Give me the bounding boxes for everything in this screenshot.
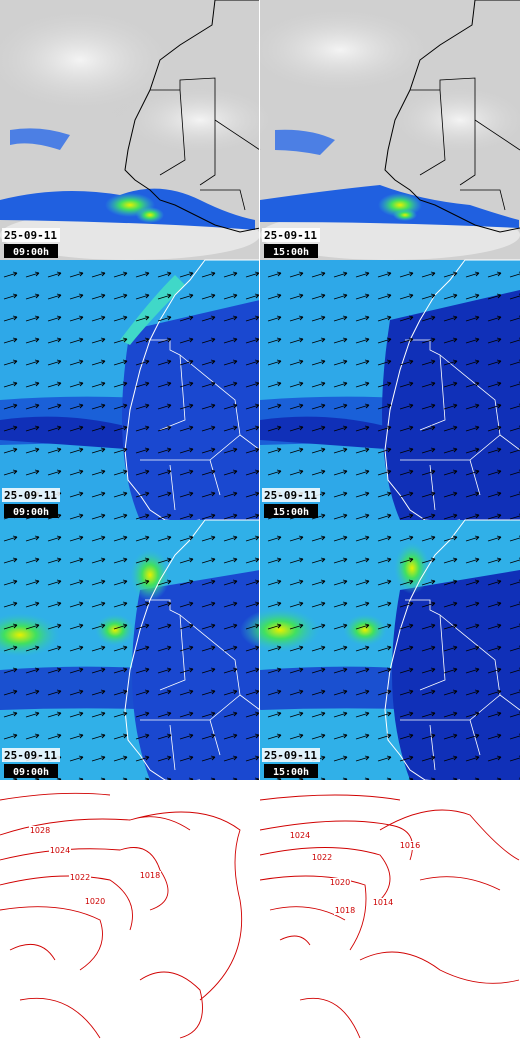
date-box [2,228,60,242]
isobar-label-bg [289,831,311,840]
date-label: 25-09-11 [264,489,317,502]
time-box [4,764,58,778]
time-label: 15:00h [273,247,309,258]
isobar-label: 1018 [140,871,160,880]
isobar-label: 1018 [335,906,355,915]
isobar-label-bg [49,846,71,855]
isobar-label-bg [334,906,356,915]
isobar-label: 1020 [85,897,105,906]
date-box [2,748,60,762]
isobar-label: 1014 [373,898,393,907]
date-label: 25-09-11 [4,749,57,762]
isobar-label: 1024 [50,846,70,855]
date-box [262,748,320,762]
date-label: 25-09-11 [264,749,317,762]
isobar-label-bg [311,853,333,862]
isobar-label: 1022 [70,873,90,882]
isobar-label-bg [372,898,394,907]
date-label: 25-09-11 [4,229,57,242]
isobar-label-bg [399,841,421,850]
isobar-label: 1028 [30,826,50,835]
date-box [2,488,60,502]
labels: 25-09-11 09:00h 25-09-11 15:00h 25-09-11 09:0… [2,228,421,915]
time-box [4,244,58,258]
date-label: 25-09-11 [264,229,317,242]
isobar-label-bg [69,873,91,882]
isobar-panels [0,792,520,1039]
time-box [264,244,318,258]
time-box [264,764,318,778]
time-box [264,504,318,518]
date-box [262,228,320,242]
isobar-label-bg [84,897,106,906]
isobar-label: 1024 [290,831,310,840]
isobar-label: 1016 [400,841,420,850]
time-label: 15:00h [273,507,309,518]
time-label: 09:00h [13,507,49,518]
isobar-label: 1020 [330,878,350,887]
isobar-label-bg [139,871,161,880]
date-box [262,488,320,502]
time-label: 15:00h [273,767,309,778]
isobar-label-bg [329,878,351,887]
time-box [4,504,58,518]
isobar-label: 1022 [312,853,332,862]
isobar-label-bg [29,826,51,835]
time-label: 09:00h [13,767,49,778]
time-label: 09:00h [13,247,49,258]
date-label: 25-09-11 [4,489,57,502]
